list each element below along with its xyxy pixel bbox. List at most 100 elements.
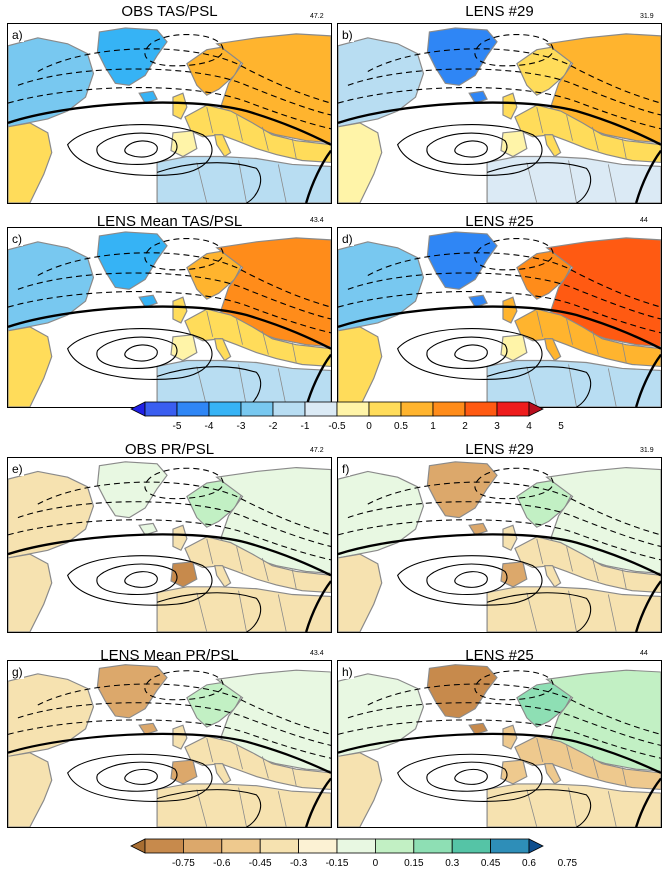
land-iceland (468, 722, 488, 736)
psl-contour-pos-4 (486, 789, 592, 827)
psl-contour-neg-2 (367, 481, 661, 536)
psl-contour-neg-3 (17, 702, 331, 746)
psl-contour-zero (8, 101, 331, 146)
pr-colorbar-tick-label: -0.45 (249, 858, 272, 869)
tas-colorbar-box (208, 401, 242, 417)
pr-colorbar-over-triangle (528, 838, 544, 854)
pr-colorbar-box (259, 838, 299, 854)
panel-title: LENS #29 (465, 441, 534, 458)
psl-contour-pos-1 (397, 753, 543, 802)
land-africa (486, 155, 661, 203)
land-canada (8, 241, 95, 332)
psl-contour-pos-1 (397, 555, 543, 606)
country-borders (196, 310, 297, 407)
land-russia (215, 467, 331, 574)
land-canada (8, 37, 95, 128)
tas-colorbar-tick-label: -2 (269, 421, 278, 432)
land-russia (545, 669, 661, 772)
land-iberia (500, 561, 528, 588)
map-frame: f) (337, 457, 662, 633)
land-italy (543, 134, 562, 158)
map-svg (8, 27, 331, 203)
panel-label: d) (341, 232, 354, 246)
map-svg (338, 27, 661, 203)
land-uk (172, 92, 188, 120)
psl-contour-zero-east (305, 777, 331, 827)
panel-value: 43.4 (310, 217, 324, 224)
map-frame: c) (7, 227, 332, 408)
tas-colorbar-tick-label: 0 (366, 421, 372, 432)
psl-contour-zero-east (635, 580, 661, 632)
map-svg (338, 461, 661, 632)
map-frame: b) (337, 23, 662, 204)
psl-contour-neg-4 (338, 719, 661, 759)
pr-colorbar-box (221, 838, 261, 854)
land-italy (543, 763, 562, 785)
tas-colorbar-box (240, 401, 274, 417)
land-russia (215, 669, 331, 772)
map-layers (8, 231, 331, 407)
psl-contour-pos-4 (486, 366, 592, 407)
pr-colorbar-tick-label: -0.15 (326, 858, 349, 869)
pr-colorbar-box (413, 838, 453, 854)
panel-title: LENS #29 (465, 3, 534, 20)
land-uk (502, 296, 518, 324)
land-italy (213, 763, 232, 785)
panel-value: 47.2 (310, 13, 324, 20)
tas-colorbar-box (272, 401, 306, 417)
land-italy (543, 338, 562, 362)
psl-contour-pos-2 (96, 761, 178, 792)
tas-colorbar-tick-label: 5 (558, 421, 564, 432)
land-russia (215, 33, 331, 144)
tas-colorbar-tick-label: -5 (173, 421, 182, 432)
land-iberia (170, 759, 198, 785)
tas-colorbar-box (432, 401, 466, 417)
psl-contour-pos-4 (486, 162, 592, 203)
pr-colorbar-tick-label: 0.45 (481, 858, 501, 869)
land-italy (213, 565, 232, 588)
pr-colorbar-box (451, 838, 492, 854)
land-canada (338, 241, 425, 332)
panel-label: g) (11, 665, 24, 679)
psl-contour-zero (8, 533, 331, 577)
psl-contour-pos-3 (454, 140, 488, 158)
land-greenland (96, 461, 168, 519)
land-uk (502, 724, 518, 750)
land-greenland (96, 664, 168, 719)
psl-contour-pos-4 (156, 366, 262, 407)
map-layers (338, 27, 661, 203)
tas-colorbar-tick-label: 3 (494, 421, 500, 432)
land-iceland (468, 294, 488, 308)
land-iberia (170, 130, 198, 158)
panel-label: b) (341, 28, 354, 42)
land-uk (502, 92, 518, 120)
map-layers (338, 231, 661, 407)
land-namerica (8, 122, 53, 203)
psl-contour-pos-3 (454, 571, 488, 588)
tas-colorbar-tick-label: -3 (237, 421, 246, 432)
map-svg (338, 664, 661, 827)
land-canada (8, 673, 95, 757)
country-borders (526, 538, 627, 632)
panel-label: h) (341, 665, 354, 679)
land-greenland (426, 664, 498, 719)
psl-contour-pos-1 (67, 555, 213, 606)
pr-colorbar-box (336, 838, 376, 854)
psl-contour-zero (8, 305, 331, 350)
pr-colorbar-tick-label: -0.6 (213, 858, 231, 869)
psl-contour-zero (338, 533, 661, 577)
psl-contour-pos-1 (67, 753, 213, 802)
pr-colorbar-box (144, 838, 184, 854)
pr-colorbar-tick-label: 0.3 (445, 858, 459, 869)
land-iceland (138, 522, 158, 536)
tas-colorbar-tick-label: 2 (462, 421, 468, 432)
psl-contour-pos-4 (486, 592, 592, 632)
land-greenland (96, 231, 168, 290)
psl-contour-pos-4 (156, 162, 262, 203)
panel-label: a) (11, 28, 24, 42)
land-africa (486, 586, 661, 632)
land-iceland (468, 90, 488, 104)
land-namerica (8, 752, 53, 827)
panel-title: LENS Mean TAS/PSL (96, 213, 243, 230)
land-iceland (138, 294, 158, 308)
